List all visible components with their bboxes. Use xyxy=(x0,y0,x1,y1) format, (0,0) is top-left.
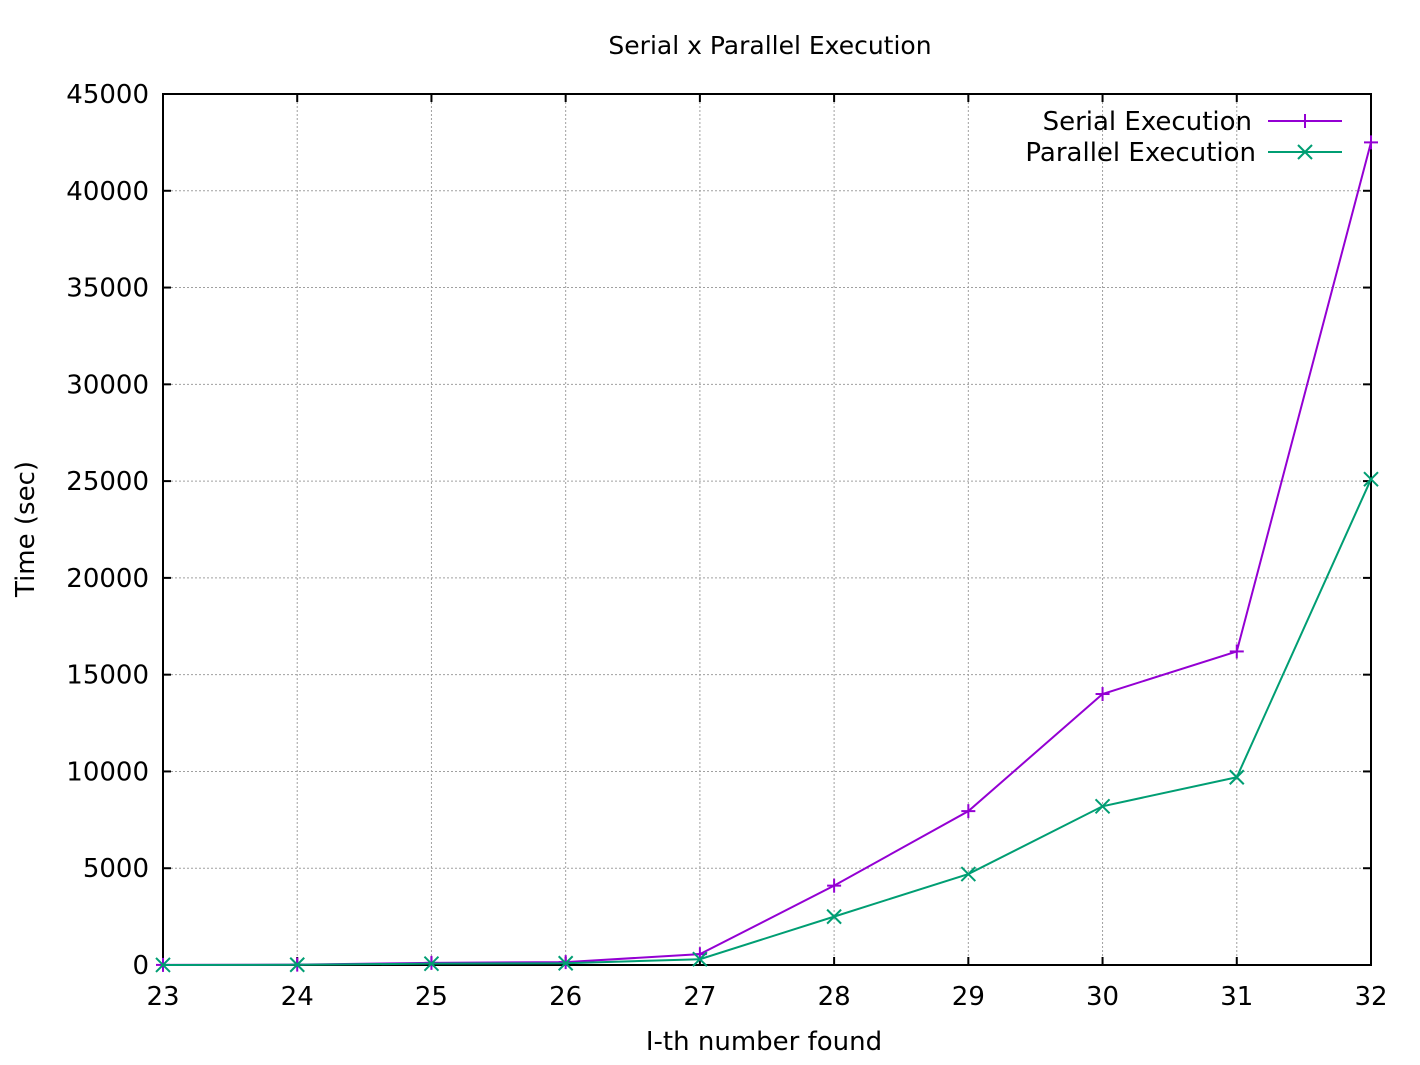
data-point-serial-execution xyxy=(1095,687,1110,702)
data-point-parallel-execution xyxy=(1363,471,1379,487)
x-tick-label: 25 xyxy=(415,982,448,1012)
legend-marker-parallel xyxy=(1297,144,1313,160)
x-tick-label: 29 xyxy=(952,982,985,1012)
series-parallel-execution xyxy=(155,471,1379,973)
x-tick-label: 24 xyxy=(281,982,314,1012)
grid-lines xyxy=(163,94,1371,965)
data-point-serial-execution xyxy=(1364,135,1378,150)
data-point-parallel-execution xyxy=(1229,769,1245,785)
data-point-parallel-execution xyxy=(960,866,977,882)
x-tick-label: 31 xyxy=(1220,982,1253,1012)
x-axis-label: I-th number found xyxy=(646,1027,882,1057)
y-tick-label: 35000 xyxy=(66,274,149,304)
y-tick-label: 30000 xyxy=(66,370,149,400)
y-tick-label: 5000 xyxy=(83,854,149,884)
legend-entry-serial: Serial Execution xyxy=(1043,107,1342,137)
data-point-parallel-execution xyxy=(289,957,305,973)
legend-marker-serial xyxy=(1298,114,1312,128)
y-tick-label: 25000 xyxy=(66,467,149,497)
legend-entry-parallel: Parallel Execution xyxy=(1025,138,1342,168)
legend: Serial Execution Parallel Execution xyxy=(1025,107,1342,168)
chart-title: Serial x Parallel Execution xyxy=(608,31,931,60)
x-tick-label: 26 xyxy=(549,982,582,1012)
series-line-parallel-execution xyxy=(162,478,1372,966)
data-point-parallel-execution xyxy=(692,951,708,967)
y-tick-label: 40000 xyxy=(66,177,149,207)
data-point-serial-execution xyxy=(1229,644,1244,659)
y-tick-label: 0 xyxy=(132,951,149,981)
x-tick-label: 28 xyxy=(818,982,851,1012)
data-point-serial-execution xyxy=(961,804,976,819)
x-tick-label: 27 xyxy=(683,982,716,1012)
y-tick-label: 15000 xyxy=(66,661,149,691)
plot-frame xyxy=(162,93,1372,966)
series-line-serial-execution xyxy=(162,142,1372,966)
data-point-parallel-execution xyxy=(1094,798,1111,814)
data-point-parallel-execution xyxy=(155,957,171,973)
y-tick-label: 20000 xyxy=(66,564,149,594)
y-tick-label: 10000 xyxy=(66,757,149,787)
x-tick-label: 32 xyxy=(1354,982,1387,1012)
y-axis-label: Time (sec) xyxy=(11,461,41,598)
x-tick-label: 23 xyxy=(146,982,179,1012)
y-tick-label: 45000 xyxy=(66,80,149,110)
series-layer xyxy=(155,135,1379,973)
data-point-serial-execution xyxy=(827,878,842,893)
series-serial-execution xyxy=(156,135,1378,972)
data-point-parallel-execution xyxy=(423,955,440,972)
data-point-parallel-execution xyxy=(557,955,574,971)
x-tick-label: 30 xyxy=(1086,982,1119,1012)
data-point-parallel-execution xyxy=(826,908,842,925)
legend-label-serial: Serial Execution xyxy=(1043,107,1252,137)
legend-label-parallel: Parallel Execution xyxy=(1025,138,1256,168)
axis-ticks: 23 24 25 26 27 28 29 30 31 32 0 5000 10000 15000 20000… xyxy=(66,80,1387,1012)
